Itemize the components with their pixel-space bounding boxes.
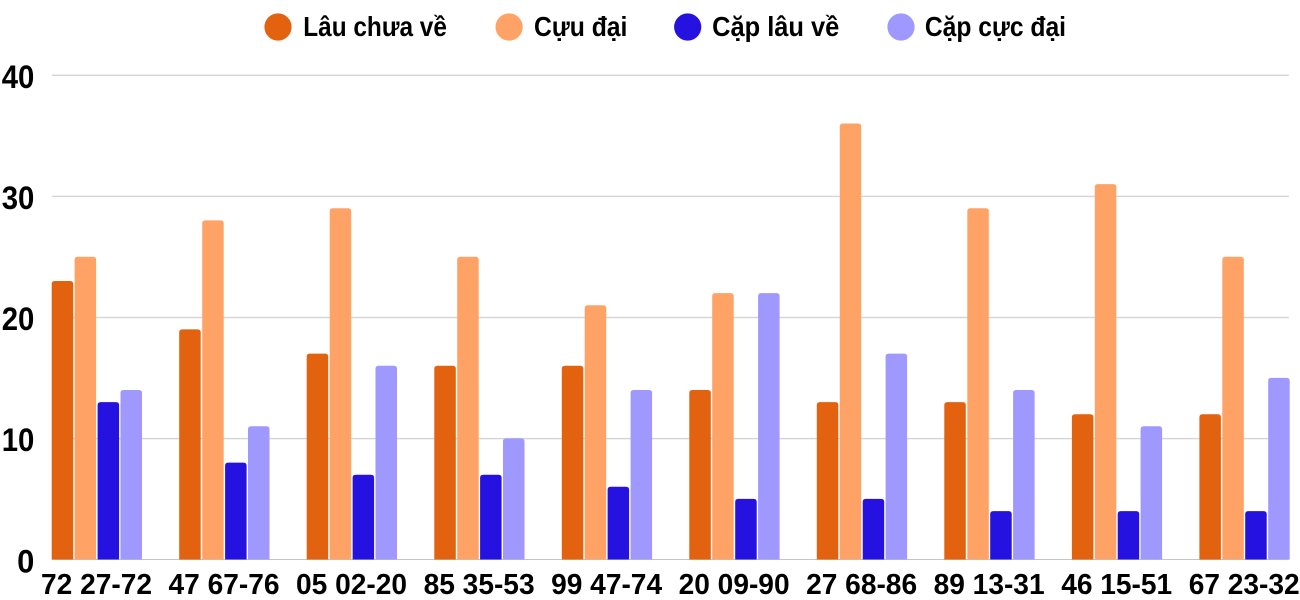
svg-text:67 23-32: 67 23-32 [1189,569,1300,600]
svg-text:89 13-31: 89 13-31 [934,569,1045,600]
svg-text:20: 20 [2,301,35,337]
svg-text:Cựu đại: Cựu đại [534,10,627,42]
svg-text:05 02-20: 05 02-20 [296,569,407,600]
svg-text:99 47-74: 99 47-74 [551,569,662,600]
svg-text:Lâu chưa về: Lâu chưa về [303,10,447,42]
svg-text:Cặp cực đại: Cặp cực đại [925,10,1066,42]
svg-text:27 68-86: 27 68-86 [806,569,917,600]
svg-text:10: 10 [2,422,35,458]
svg-text:47 67-76: 47 67-76 [169,569,280,600]
svg-text:85 35-53: 85 35-53 [424,569,535,600]
svg-text:30: 30 [2,180,35,216]
svg-text:20 09-90: 20 09-90 [679,569,790,600]
svg-text:0: 0 [17,543,34,579]
svg-text:Cặp lâu về: Cặp lâu về [712,10,839,42]
svg-text:46 15-51: 46 15-51 [1061,569,1172,600]
svg-text:40: 40 [2,59,35,95]
svg-text:72 27-72: 72 27-72 [41,569,152,600]
